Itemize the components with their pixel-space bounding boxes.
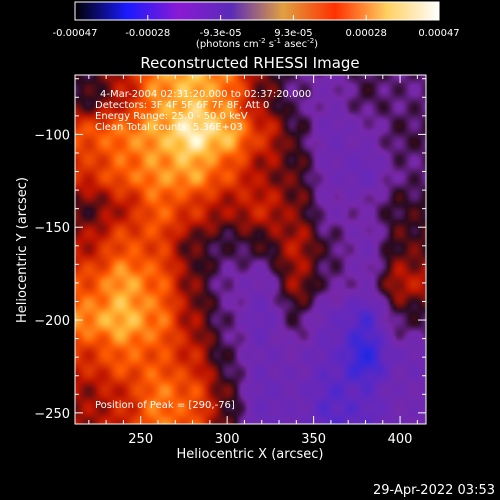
x-tick-label: 300	[215, 432, 240, 447]
x-axis-ticks	[88, 75, 418, 424]
annotation-line: Clean Total counts: 5.36E+03	[95, 122, 243, 133]
x-tick-label: 400	[388, 432, 413, 447]
y-tick-label: −250	[34, 407, 70, 422]
colorbar-unit-label: (photons cm-2 s-1 asec-2)	[196, 37, 318, 50]
peak-position-label: Position of Peak = [290,-76]	[95, 400, 235, 411]
colorbar-tick-label: -0.00047	[53, 28, 98, 39]
y-axis-ticks	[75, 78, 426, 414]
colorbar-tick-label: -0.00028	[125, 28, 170, 39]
annotation-line: Detectors: 3F 4F 5F 6F 7F 8F, Att 0	[95, 100, 269, 111]
colorbar-ticks	[74, 15, 440, 20]
y-tick-label: −200	[34, 314, 70, 329]
x-axis-tick-labels: 250 300 350 400	[128, 432, 412, 447]
colorbar-tick-label: 0.00047	[418, 28, 459, 39]
colorbar-tick-label: -9.3e-05	[200, 28, 242, 39]
colorbar: -0.00047 -0.00028 -9.3e-05 9.3e-05 0.00028 0.…	[53, 1, 460, 50]
x-axis-label: Heliocentric X (arcsec)	[177, 447, 324, 462]
plot-frame	[74, 74, 427, 425]
colorbar-tick-labels: -0.00047 -0.00028 -9.3e-05 9.3e-05 0.00028 0.…	[53, 28, 460, 39]
y-tick-label: −100	[34, 128, 70, 143]
chart-title: Reconstructed RHESSI Image	[140, 54, 359, 72]
heatmap-raster	[75, 75, 426, 424]
footer-timestamp: 29-Apr-2022 03:53	[373, 483, 495, 498]
y-axis-label: Heliocentric Y (arcsec)	[15, 177, 30, 323]
x-tick-label: 350	[301, 432, 326, 447]
y-tick-label: −150	[34, 221, 70, 236]
annotation-line: 4-Mar-2004 02:31:20.000 to 02:37:20.000	[100, 89, 311, 100]
x-tick-label: 250	[128, 432, 153, 447]
heatmap-image	[75, 75, 426, 424]
colorbar-tick-label: 9.3e-05	[274, 28, 312, 39]
image-annotations: 4-Mar-2004 02:31:20.000 to 02:37:20.000D…	[95, 89, 311, 133]
y-axis-tick-labels: −250 −200 −150 −100	[34, 128, 70, 421]
colorbar-tick-label: 0.00028	[346, 28, 387, 39]
colorbar-gradient	[74, 1, 440, 21]
annotation-line: Energy Range: 25.0 - 50.0 keV	[95, 111, 248, 122]
